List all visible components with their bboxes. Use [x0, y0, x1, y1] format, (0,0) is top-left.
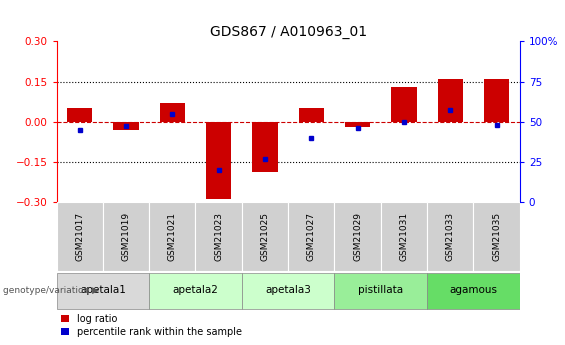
Bar [56, 273, 149, 308]
Text: GSM21029: GSM21029 [353, 212, 362, 261]
Bar [473, 202, 520, 271]
Bar [334, 202, 381, 271]
Bar [288, 202, 334, 271]
Bar [149, 202, 195, 271]
Bar [195, 202, 242, 271]
Bar [56, 202, 103, 271]
Text: agamous: agamous [450, 285, 497, 295]
Text: GSM21017: GSM21017 [75, 212, 84, 261]
Text: GSM21035: GSM21035 [492, 212, 501, 261]
Bar [437, 79, 463, 121]
Bar [242, 273, 334, 308]
Bar [113, 121, 139, 130]
Text: GSM21023: GSM21023 [214, 212, 223, 261]
Bar [345, 121, 371, 127]
Text: GSM21027: GSM21027 [307, 212, 316, 261]
Text: GSM21025: GSM21025 [260, 212, 270, 261]
Bar [298, 108, 324, 121]
Legend: log ratio, percentile rank within the sample: log ratio, percentile rank within the sa… [62, 314, 242, 337]
Bar [252, 121, 278, 172]
Text: GSM21019: GSM21019 [121, 212, 131, 261]
Text: apetala2: apetala2 [172, 285, 219, 295]
Bar [381, 202, 427, 271]
Text: apetala3: apetala3 [265, 285, 311, 295]
Bar [484, 79, 510, 121]
Text: GSM21031: GSM21031 [399, 212, 408, 261]
Bar [427, 202, 473, 271]
Bar [391, 87, 417, 121]
Bar [67, 108, 93, 121]
Text: pistillata: pistillata [358, 285, 403, 295]
Bar [103, 202, 149, 271]
Bar [159, 103, 185, 121]
Text: GSM21021: GSM21021 [168, 212, 177, 261]
Bar [334, 273, 427, 308]
Text: genotype/variation ▶: genotype/variation ▶ [3, 286, 99, 295]
Bar [206, 121, 232, 199]
Bar [427, 273, 520, 308]
Text: apetala1: apetala1 [80, 285, 126, 295]
Title: GDS867 / A010963_01: GDS867 / A010963_01 [210, 25, 367, 39]
Text: GSM21033: GSM21033 [446, 212, 455, 261]
Bar [242, 202, 288, 271]
Bar [149, 273, 242, 308]
